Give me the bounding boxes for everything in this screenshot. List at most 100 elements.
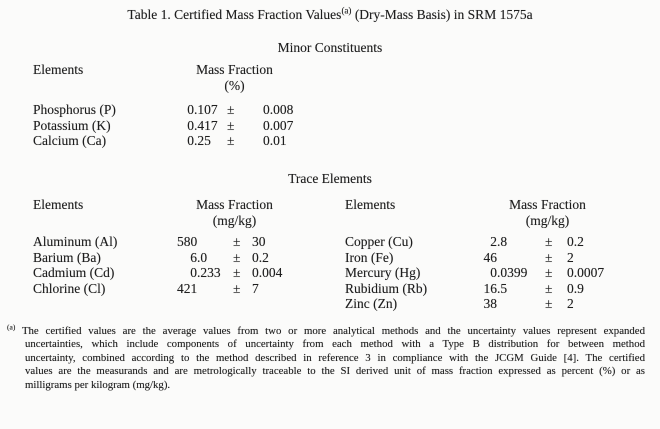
value-integer-part: 16 [483,280,498,296]
footnote-line: milligrams per kilogram (mg/kg). [25,378,171,391]
element-name: Rubidium (Rb) [345,280,428,296]
header-row: (mg/kg) [33,213,292,229]
column-header-mass-fraction: Mass Fraction [196,197,273,212]
element-name: Chlorine (Cl) [33,280,106,296]
plus-minus-sign: ± [227,102,235,117]
table-title-text: Table 1. Certified Mass Fraction Values [127,7,342,22]
column-header-unit-percent: (%) [224,77,245,93]
plus-minus-sign: ± [545,280,553,296]
table-row: Potassium (K) 0.417 ± 0.007 [33,118,293,134]
section-heading-minor-constituents: Minor Constituents [277,40,383,55]
element-name: Cadmium (Cd) [33,265,115,280]
header-row: Elements Mass Fraction [345,197,620,213]
value-fraction-part: .8 [497,234,508,249]
table-row: Zinc (Zn) 38 ± 2 [345,296,604,312]
mass-fraction-value: 0.233 [177,265,233,281]
column-header-mass-fraction: Mass Fraction [509,197,586,212]
column-header-elements: Elements [33,62,84,77]
element-name: Barium (Ba) [33,249,101,265]
uncertainty-value: 0.008 [263,102,294,117]
uncertainty-value: 0.007 [263,117,294,133]
table-row: Aluminum (Al) 580 ± 30 [33,234,282,250]
plus-minus-sign: ± [227,133,235,148]
table-row: Copper (Cu) 2.8 ± 0.2 [345,234,604,250]
table-row: Phosphorus (P) 0.107 ± 0.008 [33,102,293,118]
table-row: Cadmium (Cd) 0.233 ± 0.004 [33,265,282,281]
plus-minus-sign: ± [545,234,553,249]
table-row: Calcium (Ca) 0.25 ± 0.01 [33,133,293,149]
table-title-footnote-marker: (a) [341,5,352,16]
mass-fraction-value: 0.107 [177,102,227,118]
value-integer-part: 0 [490,265,497,280]
value-fraction-part: .107 [194,102,218,117]
column-header-elements: Elements [345,197,396,212]
table-row: Mercury (Hg) 0.0399 ± 0.0007 [345,265,604,281]
column-header-unit-mgkg: (mg/kg) [525,212,570,228]
value-fraction-part: .25 [194,133,211,148]
trace-right-table-body: Copper (Cu) 2.8 ± 0.2 Iron (Fe) 46 ± 2 M… [345,234,604,312]
value-fraction-part: .233 [197,265,221,280]
plus-minus-sign: ± [227,117,235,133]
element-name: Zinc (Zn) [345,296,398,311]
plus-minus-sign: ± [545,265,553,280]
value-integer-part: 0 [187,117,194,133]
mass-fraction-value: 0.417 [177,118,227,134]
value-integer-part: 38 [483,296,498,311]
element-name: Iron (Fe) [345,249,394,265]
mass-fraction-value: 580 [177,234,233,250]
plus-minus-sign: ± [233,265,241,280]
value-integer-part: 580 [177,234,198,249]
minor-table-header: Elements Mass Fraction (%) [33,62,292,93]
mass-fraction-value: 6.0 [177,250,233,266]
value-fraction-part: .0 [197,249,208,265]
value-fraction-part: .0399 [497,265,528,280]
column-header-mass-fraction: Mass Fraction [196,62,273,77]
value-integer-part: 0 [187,133,194,148]
header-row: (%) [33,78,292,94]
footnote: (a) The certified values are the average… [7,323,645,392]
footnote-line: uncertainty, combined according to the m… [25,351,645,364]
uncertainty-value: 0.2 [252,249,269,265]
plus-minus-sign: ± [545,296,553,311]
value-integer-part: 46 [483,249,498,265]
table-title: Table 1. Certified Mass Fraction Values(… [0,5,660,23]
element-name: Copper (Cu) [345,234,413,249]
mass-fraction-value: 0.0399 [475,265,545,281]
uncertainty-value: 2 [567,296,574,311]
header-row: Elements Mass Fraction [33,62,292,78]
element-name: Calcium (Ca) [33,133,107,148]
value-integer-part: 0 [187,102,194,117]
minor-table-body: Phosphorus (P) 0.107 ± 0.008 Potassium (… [33,102,293,149]
uncertainty-value: 0.01 [263,133,287,148]
plus-minus-sign: ± [233,249,241,265]
trace-left-table-body: Aluminum (Al) 580 ± 30 Barium (Ba) 6.0 ±… [33,234,282,296]
section-heading-trace-elements: Trace Elements [288,171,372,186]
uncertainty-value: 0.004 [252,265,283,280]
footnote-text: The certified values are the average val… [21,325,645,337]
uncertainty-value: 0.9 [567,280,584,296]
header-row: Elements Mass Fraction [33,197,292,213]
footnote-line: uncertainties, which include components … [25,338,645,351]
mass-fraction-value: 46 [475,250,545,266]
table-row: Barium (Ba) 6.0 ± 0.2 [33,250,282,266]
plus-minus-sign: ± [545,249,553,265]
value-integer-part: 0 [190,265,197,280]
uncertainty-value: 30 [252,234,266,249]
mass-fraction-value: 16.5 [475,281,545,297]
table-row: Iron (Fe) 46 ± 2 [345,250,604,266]
table-row: Rubidium (Rb) 16.5 ± 0.9 [345,281,604,297]
uncertainty-value: 2 [567,249,574,265]
footnote-line: (a) The certified values are the average… [7,323,645,338]
trace-left-table-header: Elements Mass Fraction (mg/kg) [33,197,292,228]
plus-minus-sign: ± [233,280,241,296]
value-integer-part: 421 [177,280,198,296]
mass-fraction-value: 38 [475,296,545,312]
value-fraction-part: .417 [194,117,218,133]
element-name: Aluminum (Al) [33,234,118,249]
uncertainty-value: 7 [252,280,259,296]
element-name: Phosphorus (P) [33,102,116,117]
plus-minus-sign: ± [233,234,241,249]
trace-right-table-header: Elements Mass Fraction (mg/kg) [345,197,620,228]
column-header-unit-mgkg: (mg/kg) [212,212,257,228]
